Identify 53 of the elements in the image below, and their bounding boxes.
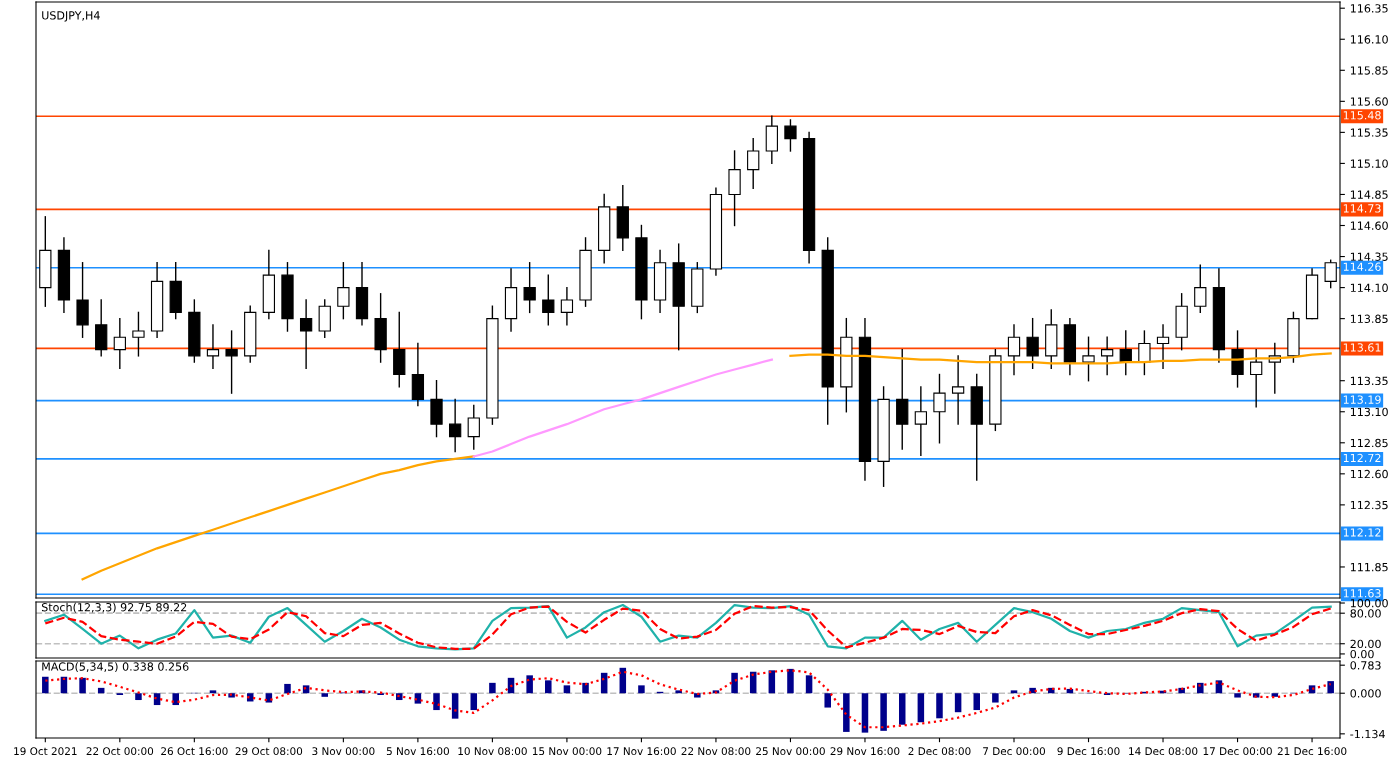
- ref-line-label: 111.63: [1343, 589, 1381, 598]
- y-tick-label: 114.85: [1350, 190, 1388, 199]
- y-tick-label: 100.00: [1350, 598, 1388, 608]
- y-tick-label: 115.60: [1350, 97, 1388, 106]
- x-tick-label: 10 Nov 08:00: [458, 747, 527, 756]
- y-tick-label: 116.10: [1350, 35, 1388, 44]
- ref-line-label: 115.48: [1343, 111, 1381, 120]
- ref-line-label: 112.12: [1343, 528, 1381, 537]
- x-tick-label: 15 Nov 00:00: [532, 747, 602, 756]
- x-tick-label: 21 Dec 16:00: [1277, 747, 1347, 756]
- y-tick-label: 115.35: [1350, 128, 1388, 137]
- ref-line-label: 114.73: [1343, 204, 1381, 213]
- ref-line-label: 114.26: [1343, 262, 1381, 271]
- x-tick-label: 22 Oct 00:00: [86, 747, 154, 756]
- x-tick-label: 29 Nov 16:00: [830, 747, 900, 756]
- y-tick-label: 113.85: [1350, 314, 1388, 323]
- y-tick-label: 115.10: [1350, 159, 1388, 168]
- x-tick-label: 14 Dec 08:00: [1129, 747, 1198, 756]
- x-tick-label: 9 Dec 16:00: [1057, 747, 1120, 756]
- ref-line-label: 113.61: [1343, 343, 1381, 352]
- x-tick-label: 2 Dec 08:00: [908, 747, 971, 756]
- x-tick-label: 3 Nov 00:00: [312, 747, 375, 756]
- y-tick-label: 112.35: [1350, 500, 1388, 510]
- ref-line-label: 112.72: [1343, 453, 1381, 462]
- y-tick-label: 116.35: [1350, 4, 1388, 13]
- y-tick-label: 115.85: [1350, 66, 1388, 75]
- x-tick-label: 17 Nov 16:00: [607, 747, 676, 756]
- y-tick-label: 20.00: [1350, 639, 1381, 649]
- y-tick-label: -1.134: [1350, 729, 1385, 739]
- text: USDJPY,H4: [42, 11, 100, 22]
- chart-title: MACD(5,34,5) 0.338 0.256: [42, 662, 189, 673]
- y-tick-label: 0.783: [1350, 661, 1381, 670]
- ref-line-label: 113.19: [1343, 395, 1381, 404]
- x-tick-label: 7 Dec 00:00: [983, 747, 1046, 756]
- y-tick-label: 114.35: [1350, 252, 1388, 261]
- y-tick-label: 0.000: [1350, 689, 1381, 698]
- y-tick-label: 0.00: [1350, 649, 1374, 659]
- x-tick-label: 19 Oct 2021: [14, 747, 77, 756]
- x-tick-label: 29 Oct 08:00: [235, 747, 303, 756]
- x-tick-label: 5 Nov 16:00: [386, 747, 449, 756]
- x-tick-label: 25 Nov 00:00: [756, 747, 825, 756]
- y-tick-label: 112.60: [1350, 469, 1388, 479]
- y-tick-label: 114.60: [1350, 221, 1388, 230]
- y-tick-label: 113.35: [1350, 376, 1388, 386]
- y-tick-label: 113.10: [1350, 407, 1388, 417]
- y-tick-label: 111.85: [1350, 562, 1388, 572]
- x-tick-label: 26 Oct 16:00: [161, 747, 228, 756]
- y-tick-label: 114.10: [1350, 283, 1388, 292]
- x-tick-label: 22 Nov 08:00: [681, 747, 751, 756]
- x-tick-label: 17 Dec 00:00: [1203, 747, 1272, 756]
- chart-title: Stoch(12,3,3) 92.75 89.22: [41, 602, 187, 613]
- y-tick-label: 80.00: [1350, 609, 1381, 618]
- y-tick-label: 112.85: [1350, 438, 1388, 448]
